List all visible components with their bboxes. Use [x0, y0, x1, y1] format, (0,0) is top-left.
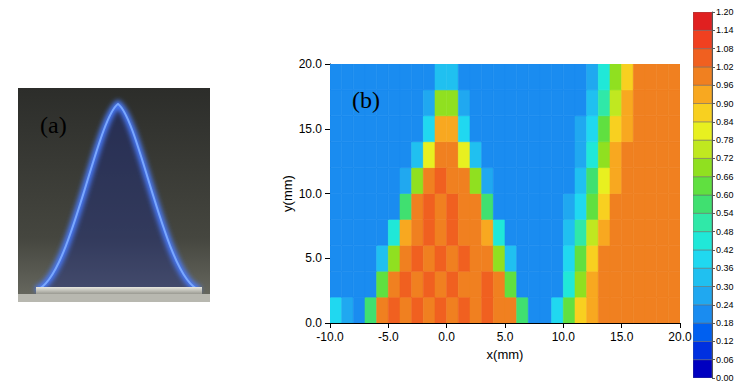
svg-text:0.18: 0.18	[716, 318, 734, 328]
svg-text:5.0: 5.0	[305, 251, 322, 265]
svg-text:0.96: 0.96	[716, 80, 734, 90]
svg-text:0.06: 0.06	[716, 355, 734, 365]
svg-text:1.14: 1.14	[716, 25, 734, 35]
svg-text:0.66: 0.66	[716, 172, 734, 182]
svg-text:1.20: 1.20	[716, 7, 734, 17]
svg-text:0.90: 0.90	[716, 99, 734, 109]
svg-text:0.78: 0.78	[716, 135, 734, 145]
svg-text:(a): (a)	[40, 112, 67, 138]
svg-text:0.48: 0.48	[716, 227, 734, 237]
svg-text:15.0: 15.0	[299, 122, 323, 136]
svg-text:5.0: 5.0	[497, 330, 514, 344]
svg-text:20.0: 20.0	[299, 57, 323, 71]
svg-text:0.00: 0.00	[716, 373, 734, 383]
svg-text:0.0: 0.0	[305, 316, 322, 330]
svg-text:y(mm): y(mm)	[280, 175, 295, 212]
svg-text:0.24: 0.24	[716, 300, 734, 310]
svg-text:20.0: 20.0	[668, 330, 692, 344]
svg-text:0.54: 0.54	[716, 208, 734, 218]
svg-text:0.36: 0.36	[716, 263, 734, 273]
svg-text:(b): (b)	[352, 87, 380, 113]
svg-text:1.02: 1.02	[716, 62, 734, 72]
svg-text:-10.0: -10.0	[316, 330, 344, 344]
svg-text:0.0: 0.0	[438, 330, 455, 344]
svg-text:0.72: 0.72	[716, 153, 734, 163]
svg-text:0.84: 0.84	[716, 117, 734, 127]
svg-text:10.0: 10.0	[299, 187, 323, 201]
svg-text:1.08: 1.08	[716, 44, 734, 54]
svg-text:0.60: 0.60	[716, 190, 734, 200]
svg-text:-5.0: -5.0	[378, 330, 399, 344]
svg-text:0.12: 0.12	[716, 336, 734, 346]
svg-text:0.42: 0.42	[716, 245, 734, 255]
svg-text:15.0: 15.0	[610, 330, 634, 344]
svg-text:10.0: 10.0	[552, 330, 576, 344]
svg-text:0.30: 0.30	[716, 282, 734, 292]
svg-text:x(mm): x(mm)	[487, 347, 524, 362]
